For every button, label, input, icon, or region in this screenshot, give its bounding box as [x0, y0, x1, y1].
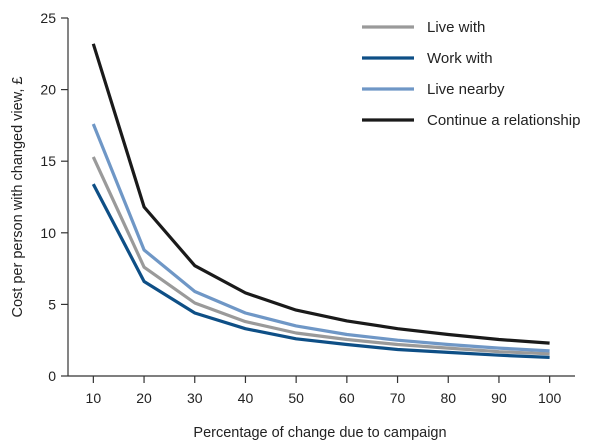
- series-line-continue-a-relationship: [91, 43, 550, 345]
- x-tick-label: 50: [288, 390, 304, 406]
- y-ticks: 0 5 10 15 20 25: [40, 10, 68, 384]
- axes: [67, 18, 575, 377]
- y-tick-label: 20: [40, 82, 56, 98]
- x-ticks: 10 20 30 40 50 60 70 80 90 100: [86, 376, 562, 406]
- series-line-live-with: [91, 156, 550, 356]
- y-tick-label: 5: [48, 296, 56, 312]
- x-tick-label: 90: [491, 390, 507, 406]
- series-lines: [91, 43, 550, 359]
- x-tick-label: 30: [187, 390, 203, 406]
- x-tick-label: 40: [238, 390, 254, 406]
- x-tick-label: 80: [440, 390, 456, 406]
- legend-label-work-with: Work with: [427, 50, 493, 67]
- y-tick-label: 0: [48, 368, 56, 384]
- y-axis-title: Cost per person with changed view, £: [10, 77, 26, 318]
- legend-label-continue-a-relationship: Continue a relationship: [427, 112, 580, 129]
- x-tick-label: 10: [86, 390, 102, 406]
- legend: Live with Work with Live nearby Continue a …: [362, 19, 580, 129]
- x-axis-title: Percentage of change due to campaign: [193, 425, 446, 441]
- y-tick-label: 15: [40, 153, 56, 169]
- x-tick-label: 60: [339, 390, 355, 406]
- legend-label-live-with: Live with: [427, 19, 485, 36]
- y-tick-label: 25: [40, 10, 56, 26]
- y-tick-label: 10: [40, 225, 56, 241]
- series-line-work-with: [91, 183, 550, 359]
- x-tick-label: 20: [136, 390, 152, 406]
- legend-label-live-nearby: Live nearby: [427, 81, 505, 98]
- x-tick-label: 100: [538, 390, 562, 406]
- x-tick-label: 70: [390, 390, 406, 406]
- series-line-live-nearby: [91, 123, 550, 353]
